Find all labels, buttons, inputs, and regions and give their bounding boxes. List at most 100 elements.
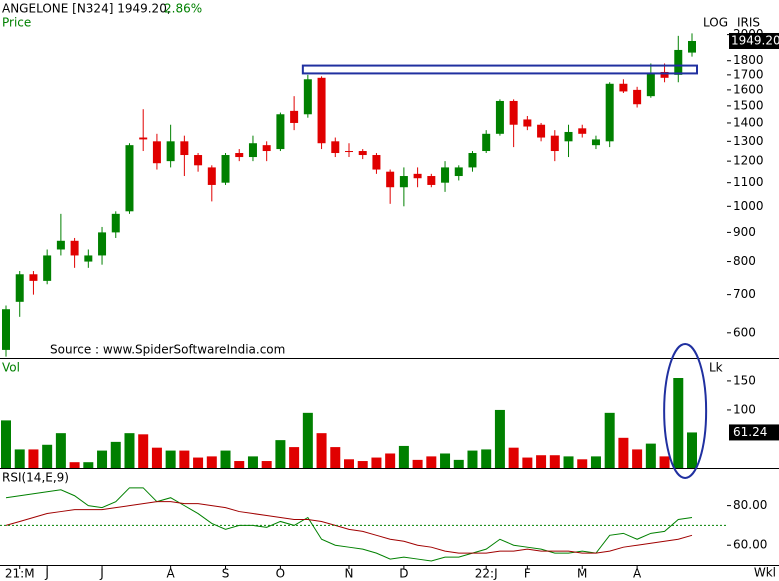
- candle-body: [194, 155, 203, 166]
- candle-body: [358, 151, 367, 156]
- resistance-zone: [301, 64, 698, 75]
- candle-body: [262, 145, 271, 152]
- x-tick-label: A: [167, 567, 176, 581]
- candle-body: [509, 100, 518, 125]
- change: 2.86%: [164, 2, 202, 16]
- volume-bar: [371, 457, 382, 468]
- candle-body: [646, 73, 655, 97]
- panel-label: Vol: [2, 361, 20, 375]
- volume-bar: [590, 456, 601, 468]
- volume-bar: [577, 459, 588, 468]
- candle-body: [495, 100, 504, 134]
- volume-bar: [220, 450, 231, 468]
- candle-body: [56, 240, 65, 250]
- price-badge-label: 1949.20: [731, 33, 779, 47]
- volume-bar: [508, 447, 519, 468]
- candle-body: [303, 79, 312, 115]
- candle-body: [139, 137, 148, 140]
- volume-bar: [385, 453, 396, 468]
- volume-bar: [481, 449, 492, 468]
- volume-bar: [398, 445, 409, 468]
- candle-body: [331, 141, 340, 154]
- volume-bar: [138, 434, 149, 468]
- candle-body: [15, 274, 24, 302]
- candle-body: [399, 176, 408, 188]
- candle-body: [482, 133, 491, 152]
- volume-bar: [247, 456, 258, 468]
- candle-body: [84, 255, 93, 262]
- chart-title: ANGELONE [N324] 1949.20,: [2, 2, 171, 16]
- candle-body: [372, 155, 381, 170]
- x-tick-label: M: [577, 567, 587, 581]
- volume-bar: [28, 449, 39, 468]
- candle-body: [619, 83, 628, 92]
- x-tick-label: O: [276, 567, 285, 581]
- candle-body: [152, 141, 161, 164]
- volume-bar: [97, 450, 108, 468]
- candle-body: [413, 173, 422, 179]
- candle-body: [221, 155, 230, 183]
- rsi-line: [5, 501, 693, 554]
- candle-body: [180, 141, 189, 156]
- volume-bar: [659, 456, 670, 468]
- volume-bar: [632, 449, 643, 468]
- y-tick-label: 700: [733, 287, 756, 301]
- candle-body: [454, 167, 463, 177]
- candle-body: [2, 309, 10, 350]
- price-badge: [729, 32, 779, 49]
- y-tick-label: 1200: [733, 154, 764, 168]
- volume-bar: [83, 462, 94, 468]
- candle-body: [537, 124, 546, 138]
- candle-body: [248, 143, 257, 158]
- volume-bar: [549, 455, 560, 468]
- scale-label: LOG: [703, 16, 728, 30]
- y-tick-label: 900: [733, 225, 756, 239]
- x-tick-label: 22:J: [475, 567, 498, 581]
- volume-bar: [289, 447, 300, 468]
- unit: Lk: [709, 361, 723, 375]
- highlight-ellipse: [663, 343, 708, 479]
- candle-body: [674, 49, 683, 75]
- volume-bar: [645, 443, 656, 468]
- volume-bar: [110, 441, 121, 468]
- candle-body: [591, 139, 600, 146]
- y-tick-label: 1100: [733, 175, 764, 189]
- candle-body: [290, 110, 299, 123]
- volume-badge: [729, 424, 779, 441]
- x-tick-label: N: [345, 567, 354, 581]
- x-tick-label: A: [633, 567, 642, 581]
- volume-bar: [330, 447, 341, 468]
- candle-body: [317, 77, 326, 144]
- volume-bar: [124, 433, 135, 468]
- candle-body: [468, 153, 477, 168]
- candle-body: [166, 141, 175, 162]
- candle-body: [386, 171, 395, 188]
- volume-bar: [261, 461, 272, 468]
- volume-badge-label: 61.24: [733, 425, 767, 439]
- candle-body: [276, 114, 285, 150]
- y-tick-label: 1800: [733, 53, 764, 67]
- volume-bar: [357, 461, 368, 468]
- panel-label: RSI(14,E,9): [2, 471, 69, 485]
- y-tick-label: 80.00: [733, 498, 767, 512]
- candle-body: [564, 131, 573, 142]
- volume-bar: [494, 409, 505, 468]
- candle-body: [98, 232, 107, 256]
- volume-bar: [604, 412, 615, 468]
- y-tick-label: 800: [733, 254, 756, 268]
- volume-bar: [302, 412, 313, 468]
- y-tick-label: 1000: [733, 199, 764, 213]
- volume-bar: [234, 461, 245, 468]
- candle-body: [523, 119, 532, 127]
- volume-bar: [275, 440, 286, 468]
- candle-body: [125, 145, 134, 212]
- x-tick-label: D: [399, 567, 408, 581]
- x-tick-label: J: [44, 567, 49, 581]
- candle-body: [578, 128, 587, 134]
- volume-bar: [522, 457, 533, 468]
- candle-body: [427, 176, 436, 185]
- y-tick-label: 1500: [733, 98, 764, 112]
- candle-body: [441, 167, 450, 183]
- volume-bar: [151, 447, 162, 468]
